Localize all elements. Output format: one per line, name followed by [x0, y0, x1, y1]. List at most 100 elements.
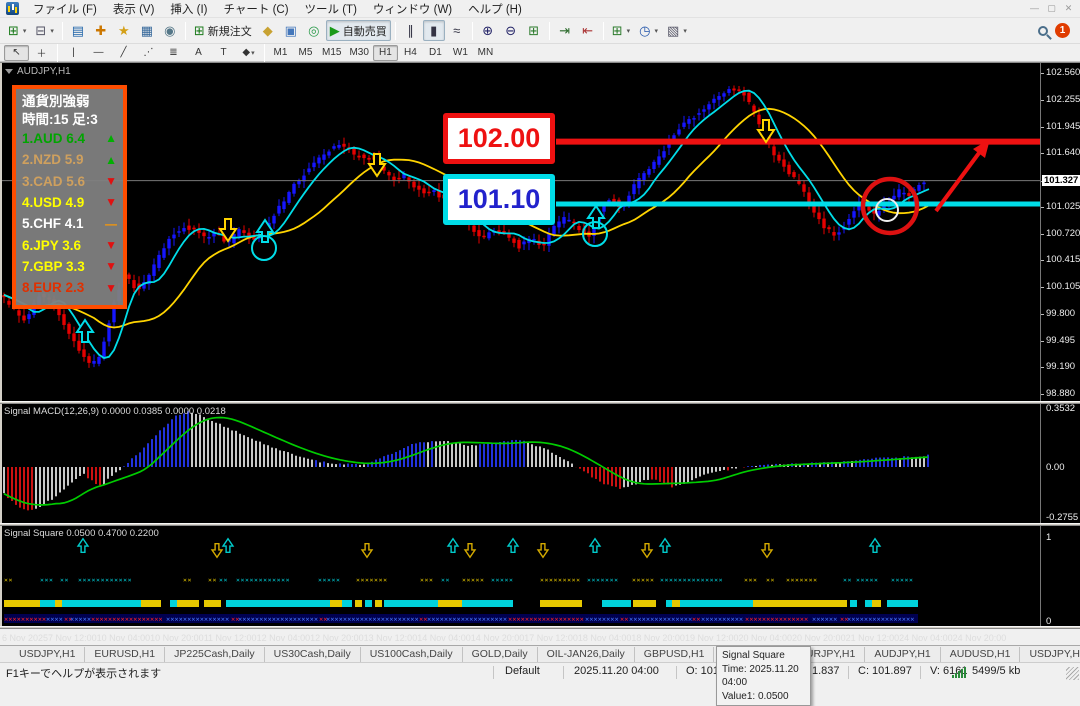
candle-chart-button[interactable]: ▮ — [422, 20, 445, 41]
timeframe-m15[interactable]: M15 — [322, 47, 342, 58]
timeframe-m30[interactable]: M30 — [349, 47, 369, 58]
menu-window[interactable]: ウィンドウ (W) — [372, 3, 453, 16]
svg-text:×××××: ××××× — [632, 576, 655, 584]
macd-panel-canvas[interactable] — [0, 404, 1040, 523]
menu-view[interactable]: 表示 (V) — [112, 3, 155, 16]
cursor-button[interactable]: ↖ — [4, 44, 29, 61]
chart-tab[interactable]: USDJPY,H1 — [1020, 647, 1080, 662]
horizontal-line-button[interactable]: — — [86, 45, 111, 61]
svg-text:×××××××××××××××××××: ××××××××××××××××××× — [427, 616, 507, 624]
svg-text:××: ×× — [208, 576, 217, 584]
autotrade-button[interactable]: ▶ 自動売買 — [325, 20, 391, 41]
chart-tab[interactable]: GBPUSD,H1 — [635, 646, 715, 662]
one-click-trading-toggle-icon[interactable] — [5, 69, 13, 74]
price-axis-label: 98.880 — [1046, 388, 1076, 400]
navigator-button[interactable]: ★ — [113, 20, 135, 41]
signals-button[interactable]: ◎ — [303, 20, 325, 41]
chart-tab[interactable]: USDJPY,H1 — [10, 646, 86, 662]
auto-scroll-button[interactable]: ⇥ — [554, 20, 576, 41]
menu-file[interactable]: ファイル (F) — [33, 3, 97, 16]
menu-chart[interactable]: チャート (C) — [223, 3, 289, 16]
axis-tick — [1041, 99, 1044, 101]
date-tick-label: 20 Nov 04:00 — [738, 632, 793, 643]
chart-tab[interactable]: AUDUSD,H1 — [941, 646, 1021, 662]
terminal-button[interactable]: ▦ — [136, 20, 158, 41]
strength-row-eur: 8.EUR 2.3 ▼ — [22, 277, 117, 298]
zoom-out-button[interactable]: ⊖ — [500, 20, 522, 41]
svg-text:××××××: ×××××× — [812, 616, 837, 624]
date-tick-label: 11 Nov 12:00 — [203, 632, 257, 643]
date-axis[interactable]: 6 Nov 2025 7 Nov 12:00 10 Nov 04:00 10 Nov … — [2, 629, 1006, 646]
axis-tick — [1041, 260, 1044, 262]
svg-text:××: ×× — [843, 576, 852, 584]
date-tick-label: 12 Nov 04:00 — [256, 632, 311, 643]
resize-grip[interactable] — [1066, 667, 1079, 680]
price-axis[interactable]: 102.560 102.255 101.945 101.640 101.327 101.0… — [1040, 63, 1080, 629]
zoom-in-button[interactable]: ⊕ — [477, 20, 499, 41]
status-separator — [920, 666, 921, 679]
text-label-button[interactable]: T — [211, 45, 236, 61]
line-chart-button[interactable]: ≈ — [446, 20, 468, 41]
panel-splitter[interactable] — [0, 523, 1080, 526]
panel-splitter[interactable] — [0, 626, 1080, 629]
text-button[interactable]: A — [186, 45, 211, 61]
menu-tools[interactable]: ツール (T) — [304, 3, 357, 16]
timeframe-m5[interactable]: M5 — [298, 47, 313, 58]
metaeditor-button[interactable]: ◆ — [257, 20, 279, 41]
status-profile[interactable]: Default — [505, 665, 540, 677]
svg-text:××××××××××××××××: ×××××××××××××××× — [847, 616, 914, 624]
menu-insert[interactable]: 挿入 (I) — [170, 3, 208, 16]
data-window-button[interactable]: ✚ — [90, 20, 112, 41]
chart-shift-button[interactable]: ⇤ — [577, 20, 599, 41]
chart-tab[interactable]: AUDJPY,H1 — [865, 646, 941, 662]
templates-button[interactable]: ▧ ▾ — [663, 20, 691, 41]
metaeditor-icon: ◆ — [262, 22, 273, 38]
search-icon[interactable] — [1038, 25, 1048, 36]
market-watch-button[interactable]: ▤ — [67, 20, 89, 41]
strategy-tester-button[interactable]: ◉ — [159, 20, 181, 41]
new-chart-button[interactable]: ⊞ ▾ — [4, 20, 30, 41]
main-chart-canvas[interactable] — [0, 63, 1040, 401]
chart-tab[interactable]: GOLD,Daily — [463, 646, 538, 662]
square-bottom-row: ×××××××××× ×××× ××××××× ××××××××××××××××× ××… — [4, 616, 914, 624]
timeframe-d1[interactable]: D1 — [429, 47, 442, 58]
close-button[interactable]: ✕ — [1064, 3, 1073, 13]
profiles-button[interactable]: ⊟ ▾ — [31, 20, 57, 41]
periods-button[interactable]: ◷ ▾ — [635, 20, 662, 41]
chart-tab[interactable]: US30Cash,Daily — [265, 646, 361, 662]
new-order-button[interactable]: ⊞ 新規注文 — [190, 20, 256, 41]
bar-chart-button[interactable]: ∥ — [400, 20, 422, 41]
equidistant-channel-button[interactable]: ⋰ — [136, 45, 161, 61]
panel-splitter[interactable] — [0, 401, 1080, 404]
vertical-line-button[interactable]: | — [61, 45, 86, 61]
chart-tab[interactable]: EURUSD,H1 — [85, 646, 166, 662]
tile-windows-button[interactable]: ⊞ — [523, 20, 545, 41]
strength-up-icon: ▲ — [105, 131, 117, 146]
connection-speed: 5499/5 kb — [972, 665, 1021, 677]
menu-help[interactable]: ヘルプ (H) — [468, 3, 522, 16]
svg-text:×××××××××: ××××××××× — [540, 576, 581, 584]
timeframe-m1[interactable]: M1 — [273, 47, 288, 58]
chart-tab[interactable]: US100Cash,Daily — [361, 646, 463, 662]
trendline-button[interactable]: ╱ — [111, 45, 136, 61]
crosshair-button[interactable]: ＋ — [29, 45, 54, 61]
minimize-button[interactable]: — — [1030, 3, 1039, 13]
shapes-button[interactable]: ◆ ▾ — [236, 45, 261, 61]
toolbar-separator — [394, 21, 396, 40]
date-tick-label: 19 Nov 12:00 — [684, 632, 739, 643]
svg-text:××: ×× — [219, 576, 228, 584]
square-panel-canvas[interactable]: ×× ××× ×× ×××××××××××× ×× ×× ×× ×××××××××××× ×××… — [0, 526, 1040, 626]
notification-badge[interactable]: 1 — [1055, 23, 1070, 38]
chart-tab[interactable]: JP225Cash,Daily — [165, 646, 265, 662]
fibonacci-button[interactable]: ≣ — [161, 45, 186, 61]
tester-visual-button[interactable]: ▣ — [280, 20, 302, 41]
timeframe-h1[interactable]: H1 — [372, 44, 398, 61]
indicators-button[interactable]: ⊞ ▾ — [608, 20, 634, 41]
timeframe-mn[interactable]: MN — [477, 47, 494, 58]
chart-tab[interactable]: OIL-JAN26,Daily — [538, 646, 635, 662]
chart-tab[interactable]: EURJPY,H1 — [790, 646, 866, 662]
timeframe-h4[interactable]: H4 — [404, 47, 417, 58]
restore-button[interactable]: ▢ — [1047, 3, 1056, 13]
timeframe-w1[interactable]: W1 — [452, 47, 468, 58]
svg-text:××: ×× — [183, 576, 192, 584]
